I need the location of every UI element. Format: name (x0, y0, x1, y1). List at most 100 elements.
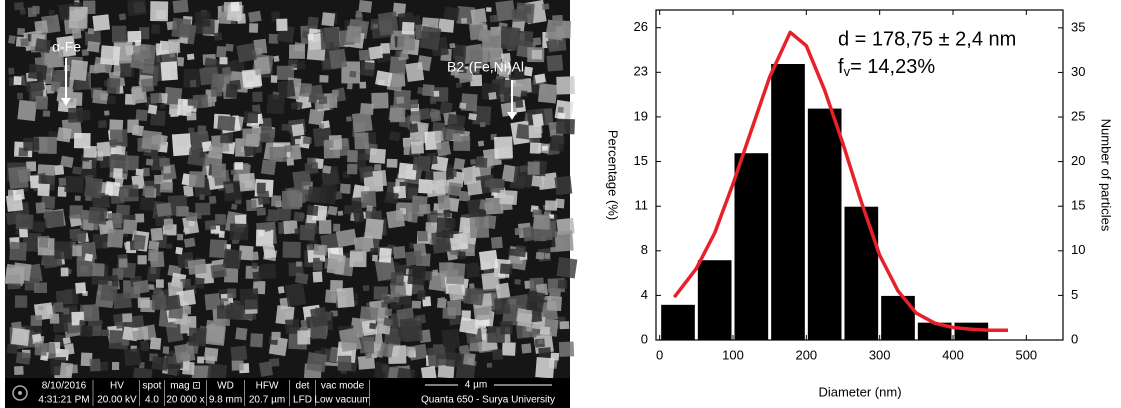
grain (69, 59, 89, 82)
grain (83, 177, 104, 199)
grain (180, 278, 192, 289)
grain (453, 157, 466, 171)
grain (166, 243, 173, 249)
grain (458, 251, 467, 260)
grain (74, 195, 81, 201)
grain (336, 287, 355, 308)
grain (404, 346, 416, 358)
grain (260, 159, 277, 176)
grain (64, 175, 84, 193)
grain (338, 327, 362, 352)
grain (409, 109, 422, 124)
grain (183, 185, 194, 197)
grain (187, 258, 207, 275)
grain (176, 289, 196, 307)
grain (419, 25, 442, 51)
grain (213, 32, 223, 41)
grain (412, 155, 431, 172)
grain (118, 13, 127, 21)
grain (30, 315, 43, 326)
grain (234, 162, 244, 170)
grain (115, 145, 126, 156)
grain (546, 54, 564, 72)
grain (83, 145, 97, 158)
grain (183, 237, 196, 248)
grain (548, 214, 555, 219)
grain (545, 200, 558, 211)
grain (519, 164, 529, 173)
grain (489, 14, 499, 23)
grain (521, 343, 532, 354)
grain (159, 103, 166, 109)
grain (122, 219, 138, 235)
grain (410, 141, 424, 154)
x-axis-label: Diameter (nm) (818, 384, 901, 399)
grain (9, 241, 27, 261)
grain (100, 45, 121, 66)
logo (12, 385, 28, 401)
grain (109, 151, 128, 173)
grain (546, 295, 562, 312)
grain (154, 174, 164, 185)
grain (436, 217, 455, 239)
grain (259, 127, 276, 143)
grain (175, 205, 188, 217)
grain (107, 95, 116, 105)
grain (125, 155, 139, 171)
grain (559, 321, 570, 330)
grain (555, 118, 575, 135)
scale-bar-gap (458, 380, 494, 390)
grain (92, 89, 109, 105)
y2-tick-label: 15 (1071, 198, 1085, 213)
grain (365, 352, 372, 359)
grain (446, 262, 466, 285)
grain (326, 253, 346, 275)
grain (56, 127, 72, 143)
grain (113, 168, 123, 179)
grain (224, 183, 235, 194)
grain (142, 185, 155, 197)
grain (176, 233, 184, 241)
grain (283, 220, 298, 235)
phase-label: B2-(Fe,Ni)Al (447, 59, 524, 75)
grain (489, 178, 505, 194)
grain (501, 341, 516, 356)
grain (27, 63, 48, 81)
grain (92, 14, 111, 32)
grain (122, 313, 133, 323)
field-name: HV (110, 381, 124, 392)
field-name: spot (143, 381, 162, 392)
grain (271, 195, 282, 207)
time: 4:31:21 PM (38, 395, 89, 406)
grain (549, 134, 565, 152)
scale-bar-label: 4 µm (465, 380, 487, 391)
grain (257, 190, 271, 205)
grain (15, 214, 34, 230)
field-value: Low vacuum (314, 395, 370, 406)
grain (123, 348, 142, 367)
grain (163, 165, 171, 174)
grain (103, 110, 110, 116)
grain (34, 38, 52, 54)
grain (482, 47, 495, 63)
grain (458, 190, 471, 202)
grain (307, 16, 319, 30)
grain (396, 96, 405, 104)
field-value: 4.0 (145, 395, 159, 406)
grain (188, 127, 195, 133)
grain (293, 211, 305, 222)
grain (538, 347, 552, 361)
grain (557, 279, 568, 289)
grain (127, 119, 139, 133)
grain (72, 166, 83, 175)
grain (91, 325, 102, 337)
grain (32, 5, 40, 15)
field-value: 20.7 µm (249, 395, 285, 406)
bar (770, 63, 806, 341)
grain (384, 308, 392, 317)
grain (541, 145, 548, 151)
phase-label: α-Fe (52, 39, 81, 55)
grain (231, 360, 244, 371)
grain (515, 245, 527, 258)
grain (84, 253, 94, 262)
